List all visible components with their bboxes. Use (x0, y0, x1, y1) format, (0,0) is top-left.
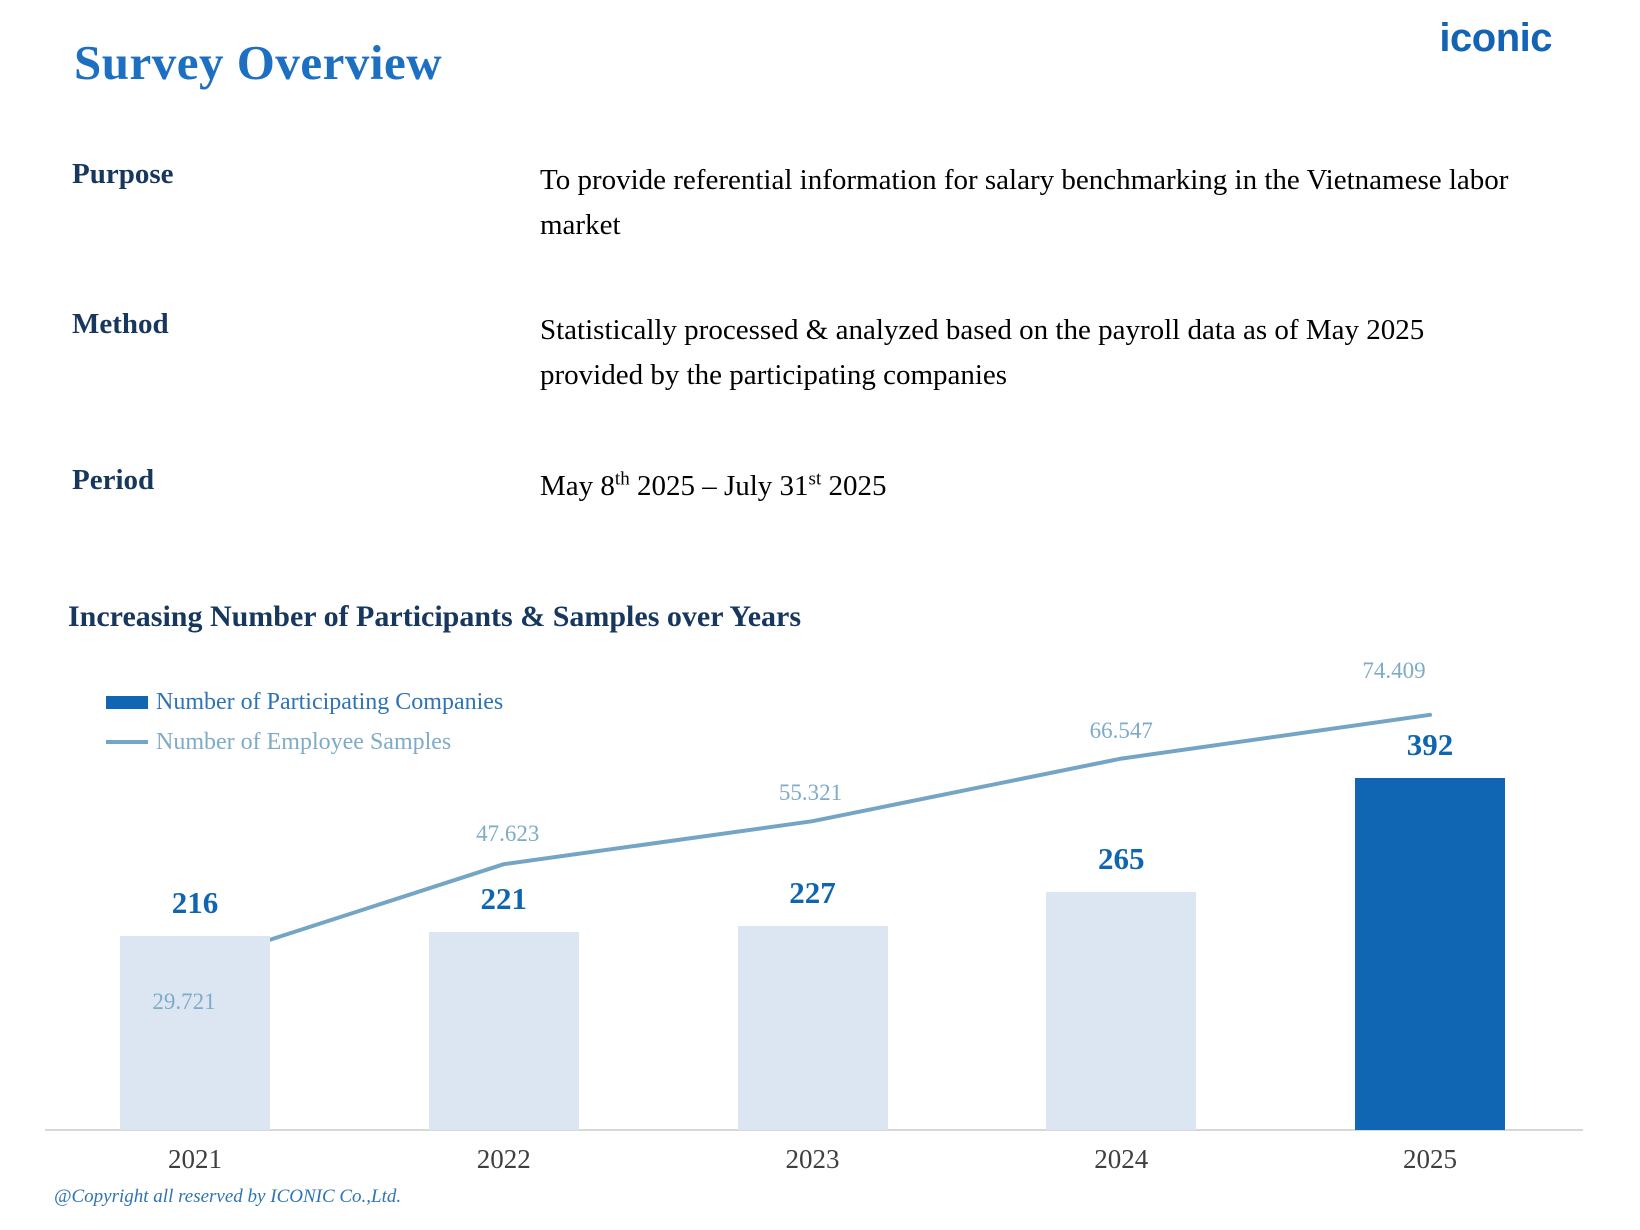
x-axis-line (45, 1129, 1583, 1131)
purpose-label: Purpose (72, 158, 174, 190)
bar-value-label: 221 (480, 880, 528, 916)
x-axis-label: 2021 (168, 1144, 222, 1174)
bar-value-label: 227 (789, 875, 836, 911)
method-text: Statistically processed & analyzed based… (540, 314, 1425, 391)
legend-item-companies: Number of Participating Companies (106, 688, 503, 716)
copyright-text: @Copyright all reserved by ICONIC Co.,Lt… (54, 1186, 402, 1207)
line-value-label: 29.721 (152, 989, 216, 1014)
period-sup-th: th (614, 468, 630, 490)
x-axis-label: 2022 (476, 1144, 531, 1174)
period-part-1: May 8 (540, 470, 615, 502)
bar-swatch-icon (106, 695, 148, 709)
x-axis-label: 2023 (785, 1144, 840, 1174)
line-value-label: 74.409 (1362, 657, 1426, 683)
x-axis-label: 2025 (1403, 1144, 1457, 1174)
bar-value-label: 392 (1406, 727, 1454, 763)
iconic-logo: iconic (1439, 16, 1552, 60)
period-label: Period (72, 464, 155, 496)
bar-2021 (120, 936, 270, 1130)
bar-value-label: 265 (1098, 841, 1145, 877)
page-title: Survey Overview (74, 35, 443, 90)
period-sup-st: st (808, 468, 822, 490)
method-label: Method (72, 308, 169, 340)
bar-2025 (1355, 778, 1505, 1130)
line-swatch-icon (106, 740, 148, 744)
bar-2023 (737, 926, 888, 1130)
chart-title: Increasing Number of Participants & Samp… (68, 600, 802, 633)
period-text: May 8th 2025 – July 31st 2025 (540, 464, 1525, 509)
line-value-label: 66.547 (1089, 717, 1153, 743)
bar-2022 (428, 931, 579, 1130)
bar-value-label: 216 (171, 885, 219, 921)
x-axis-label: 2024 (1094, 1144, 1149, 1174)
period-part-2: 2025 – July 31 (629, 470, 809, 502)
bar-2024 (1046, 892, 1197, 1130)
line-value-label: 47.623 (476, 821, 540, 847)
period-part-3: 2025 (821, 470, 887, 502)
legend-label-companies: Number of Participating Companies (156, 688, 504, 715)
purpose-text: To provide referential information for s… (540, 164, 1509, 241)
line-value-label: 55.321 (778, 780, 843, 806)
